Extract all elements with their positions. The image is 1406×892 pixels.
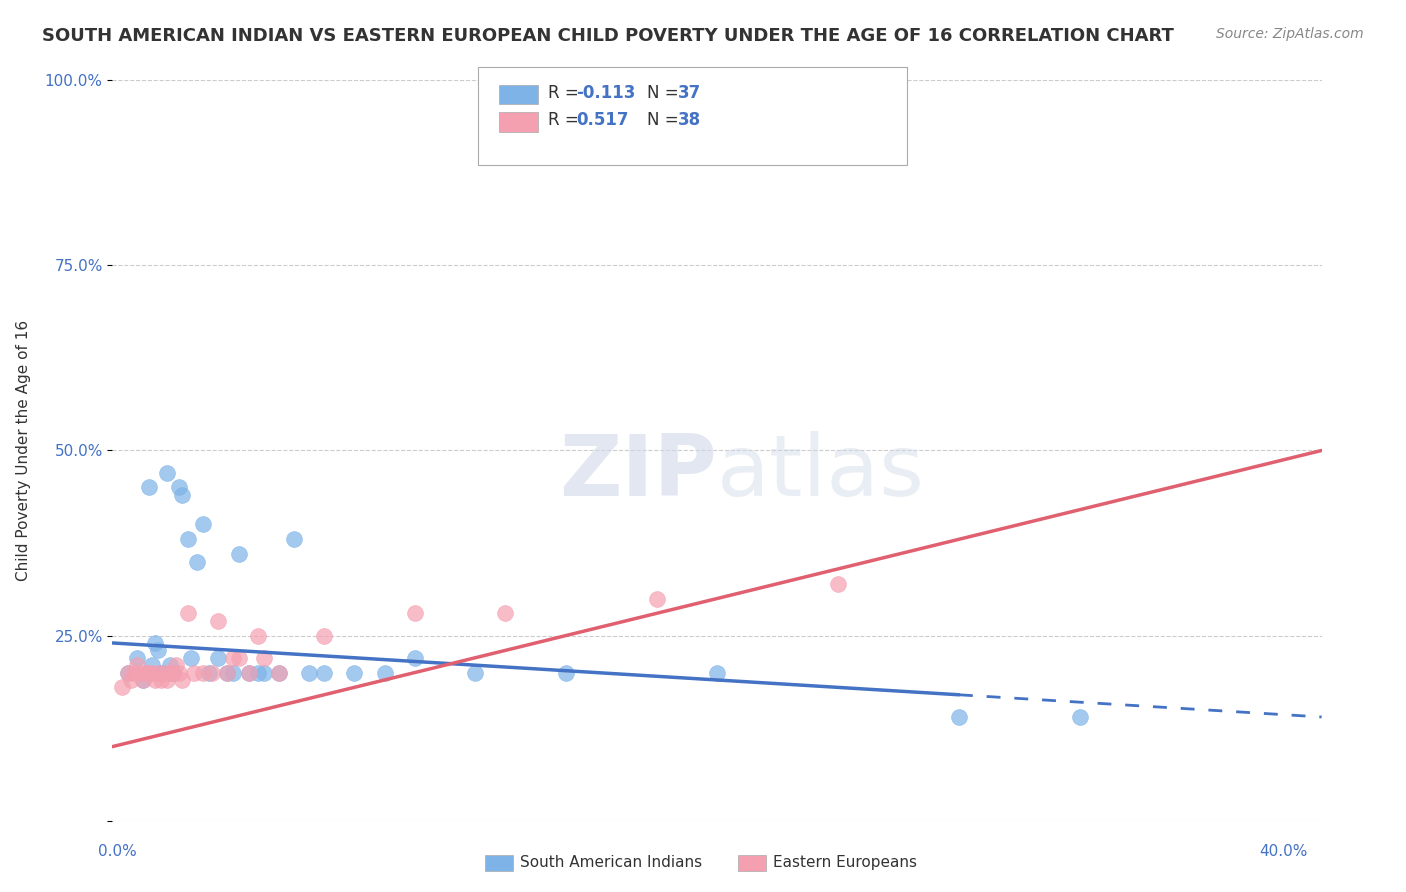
Point: [238, 665, 260, 680]
Point: [141, 665, 163, 680]
Point: [146, 665, 169, 680]
Text: 40.0%: 40.0%: [1260, 845, 1308, 859]
Point: [1069, 710, 1091, 724]
Point: [314, 628, 336, 642]
Text: 37: 37: [678, 84, 702, 102]
Point: [156, 673, 179, 687]
Point: [198, 665, 221, 680]
Text: 0.0%: 0.0%: [98, 845, 138, 859]
Point: [180, 650, 202, 665]
Point: [143, 673, 166, 687]
Y-axis label: Child Poverty Under the Age of 16: Child Poverty Under the Age of 16: [15, 320, 31, 581]
Point: [183, 665, 205, 680]
Point: [162, 665, 184, 680]
Point: [238, 665, 260, 680]
Point: [246, 665, 269, 680]
Point: [948, 710, 970, 724]
Point: [246, 628, 269, 642]
Point: [374, 665, 396, 680]
Point: [110, 681, 132, 695]
Point: [177, 607, 200, 621]
Point: [283, 533, 305, 547]
Text: Eastern Europeans: Eastern Europeans: [773, 855, 917, 870]
Text: Source: ZipAtlas.com: Source: ZipAtlas.com: [1216, 27, 1364, 41]
Point: [267, 665, 290, 680]
Point: [156, 466, 179, 480]
Point: [165, 658, 187, 673]
Point: [170, 673, 193, 687]
Point: [167, 665, 190, 680]
Point: [464, 665, 486, 680]
Point: [404, 650, 426, 665]
Point: [125, 658, 148, 673]
Text: R =: R =: [548, 84, 585, 102]
Point: [314, 665, 336, 680]
Point: [554, 665, 576, 680]
Point: [138, 665, 160, 680]
Point: [170, 488, 193, 502]
Point: [495, 607, 517, 621]
Point: [159, 658, 181, 673]
Point: [122, 665, 145, 680]
Point: [125, 650, 148, 665]
Text: 38: 38: [678, 112, 700, 129]
Point: [827, 576, 849, 591]
Text: R =: R =: [548, 112, 585, 129]
Point: [153, 665, 176, 680]
Point: [117, 665, 139, 680]
Point: [267, 665, 290, 680]
Point: [135, 665, 157, 680]
Point: [343, 665, 366, 680]
Text: SOUTH AMERICAN INDIAN VS EASTERN EUROPEAN CHILD POVERTY UNDER THE AGE OF 16 CORR: SOUTH AMERICAN INDIAN VS EASTERN EUROPEA…: [42, 27, 1174, 45]
Point: [645, 591, 668, 606]
Point: [143, 636, 166, 650]
Point: [253, 665, 276, 680]
Point: [167, 480, 190, 494]
Point: [132, 673, 155, 687]
Point: [146, 643, 169, 657]
Point: [404, 607, 426, 621]
Point: [132, 673, 155, 687]
Point: [117, 665, 139, 680]
Point: [120, 673, 142, 687]
Text: ZIP: ZIP: [560, 431, 717, 514]
Point: [159, 665, 181, 680]
Point: [222, 650, 245, 665]
Point: [253, 650, 276, 665]
Point: [138, 480, 160, 494]
Point: [141, 658, 163, 673]
Point: [207, 614, 229, 628]
Text: -0.113: -0.113: [576, 84, 636, 102]
Text: N =: N =: [647, 84, 683, 102]
Point: [186, 555, 208, 569]
Text: N =: N =: [647, 112, 683, 129]
Point: [222, 665, 245, 680]
Point: [217, 665, 239, 680]
Point: [228, 547, 250, 561]
Point: [298, 665, 321, 680]
Point: [207, 650, 229, 665]
Point: [191, 665, 214, 680]
Point: [177, 533, 200, 547]
Point: [149, 673, 172, 687]
Text: South American Indians: South American Indians: [520, 855, 703, 870]
Point: [217, 665, 239, 680]
Text: atlas: atlas: [717, 431, 925, 514]
Point: [191, 517, 214, 532]
Text: 0.517: 0.517: [576, 112, 628, 129]
Point: [228, 650, 250, 665]
Point: [706, 665, 728, 680]
Point: [149, 665, 172, 680]
Point: [162, 665, 184, 680]
Point: [201, 665, 224, 680]
Point: [128, 665, 150, 680]
